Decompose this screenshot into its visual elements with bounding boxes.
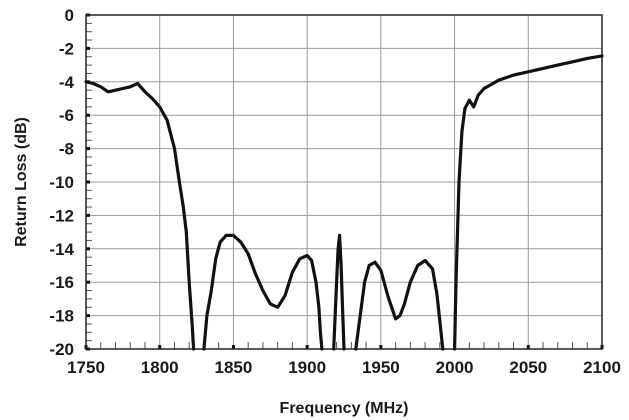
x-tick-label: 1750: [67, 358, 105, 377]
y-tick-label: 0: [65, 6, 74, 25]
y-tick-label: -10: [49, 173, 74, 192]
return-loss-line-segment: [332, 233, 346, 351]
y-tick-labels: 0 -2 -4 -6 -8 -10 -12 -14 -16 -18 -20: [49, 6, 74, 359]
y-tick-label: -8: [59, 140, 74, 159]
y-tick-label: -14: [49, 240, 74, 259]
x-tick-label: 1800: [141, 358, 179, 377]
y-tick-label: -20: [49, 340, 74, 359]
y-tick-label: -12: [49, 206, 74, 225]
y-tick-label: -18: [49, 307, 74, 326]
y-tick-label: -2: [59, 39, 74, 58]
return-loss-line-segment: [354, 258, 445, 351]
y-tick-label: -4: [59, 73, 75, 92]
grid: [85, 14, 603, 350]
x-tick-label: 2000: [436, 358, 474, 377]
y-tick-label: -16: [49, 273, 74, 292]
y-tick-label: -6: [59, 106, 74, 125]
x-tick-label: 2050: [509, 358, 547, 377]
x-axis-title: Frequency (MHz): [280, 400, 409, 417]
x-tick-labels: 1750 1800 1850 1900 1950 2000 2050 2100: [67, 358, 621, 377]
x-tick-label: 1950: [362, 358, 400, 377]
return-loss-line-segment: [84, 80, 196, 351]
return-loss-line-segment: [202, 233, 324, 351]
minor-ticks: [86, 22, 588, 349]
x-tick-label: 1900: [288, 358, 326, 377]
y-axis-title: Return Loss (dB): [13, 117, 30, 247]
x-tick-label: 1850: [215, 358, 253, 377]
return-loss-line-segment: [453, 54, 604, 351]
x-tick-label: 2100: [583, 358, 621, 377]
series-layer: [84, 54, 604, 351]
